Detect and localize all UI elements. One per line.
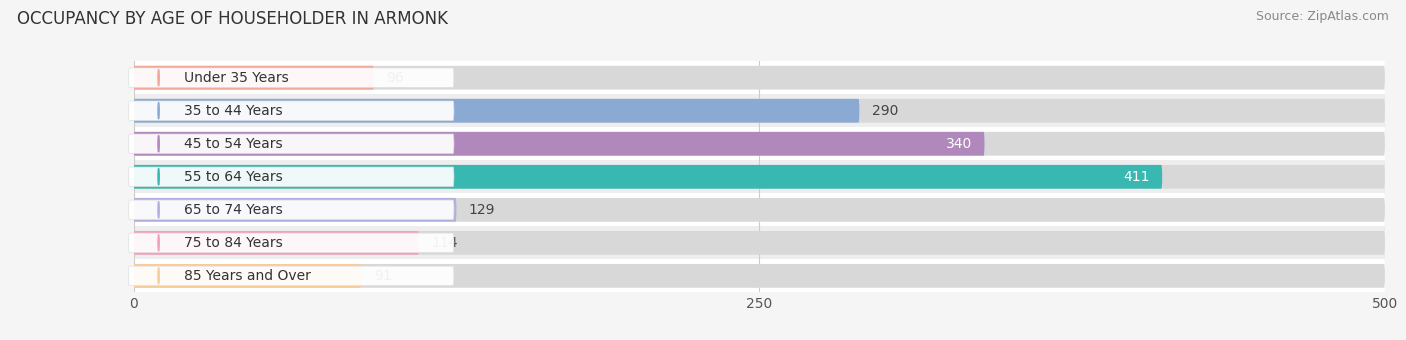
Text: 129: 129 [470, 203, 495, 217]
Bar [134, 160, 1385, 193]
Text: 55 to 64 Years: 55 to 64 Years [184, 170, 283, 184]
FancyBboxPatch shape [134, 99, 1385, 123]
FancyBboxPatch shape [134, 231, 1385, 255]
FancyBboxPatch shape [134, 231, 419, 255]
FancyBboxPatch shape [128, 134, 454, 154]
Text: 85 Years and Over: 85 Years and Over [184, 269, 311, 283]
Text: 96: 96 [387, 71, 404, 85]
Text: 35 to 44 Years: 35 to 44 Years [184, 104, 283, 118]
FancyBboxPatch shape [128, 68, 454, 87]
Text: OCCUPANCY BY AGE OF HOUSEHOLDER IN ARMONK: OCCUPANCY BY AGE OF HOUSEHOLDER IN ARMON… [17, 10, 449, 28]
Text: 340: 340 [946, 137, 972, 151]
Text: 75 to 84 Years: 75 to 84 Years [184, 236, 283, 250]
FancyBboxPatch shape [134, 264, 1385, 288]
Text: Source: ZipAtlas.com: Source: ZipAtlas.com [1256, 10, 1389, 23]
FancyBboxPatch shape [128, 200, 454, 220]
FancyBboxPatch shape [134, 99, 859, 123]
FancyBboxPatch shape [134, 132, 1385, 156]
FancyBboxPatch shape [134, 198, 1385, 222]
Bar [134, 94, 1385, 127]
Text: 411: 411 [1123, 170, 1150, 184]
FancyBboxPatch shape [128, 233, 454, 253]
FancyBboxPatch shape [134, 198, 457, 222]
FancyBboxPatch shape [128, 101, 454, 120]
FancyBboxPatch shape [134, 264, 361, 288]
Text: 45 to 54 Years: 45 to 54 Years [184, 137, 283, 151]
FancyBboxPatch shape [134, 132, 984, 156]
Bar [134, 259, 1385, 292]
FancyBboxPatch shape [134, 66, 1385, 90]
Bar [134, 226, 1385, 259]
Bar [134, 61, 1385, 94]
FancyBboxPatch shape [128, 266, 454, 286]
FancyBboxPatch shape [134, 165, 1385, 189]
Bar [134, 193, 1385, 226]
FancyBboxPatch shape [134, 165, 1163, 189]
Text: 290: 290 [872, 104, 898, 118]
Text: Under 35 Years: Under 35 Years [184, 71, 288, 85]
FancyBboxPatch shape [128, 167, 454, 187]
Text: 91: 91 [374, 269, 392, 283]
Text: 65 to 74 Years: 65 to 74 Years [184, 203, 283, 217]
Bar [134, 127, 1385, 160]
Text: 114: 114 [432, 236, 458, 250]
FancyBboxPatch shape [134, 66, 374, 90]
